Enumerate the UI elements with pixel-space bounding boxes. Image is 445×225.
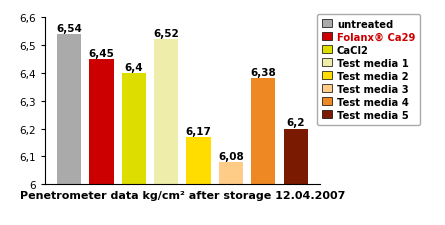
Bar: [89, 60, 113, 184]
X-axis label: Penetrometer data kg/cm² after storage 12.04.2007: Penetrometer data kg/cm² after storage 1…: [20, 190, 345, 200]
Text: 6,54: 6,54: [56, 24, 82, 34]
Text: 6,4: 6,4: [125, 62, 143, 72]
Bar: [283, 129, 308, 184]
Text: 6,2: 6,2: [287, 118, 305, 128]
Bar: [219, 162, 243, 184]
Text: 6,08: 6,08: [218, 151, 244, 161]
Text: 6,38: 6,38: [251, 68, 276, 78]
Text: 6,17: 6,17: [186, 126, 211, 136]
Legend: untreated, Folanx® Ca29, CaCl2, Test media 1, Test media 2, Test media 3, Test m: untreated, Folanx® Ca29, CaCl2, Test med…: [317, 15, 420, 125]
Bar: [122, 74, 146, 184]
Bar: [251, 79, 275, 184]
Text: 6,52: 6,52: [154, 29, 179, 39]
Text: 6,45: 6,45: [89, 49, 114, 58]
Bar: [57, 35, 81, 184]
Bar: [186, 137, 211, 184]
Bar: [154, 40, 178, 184]
